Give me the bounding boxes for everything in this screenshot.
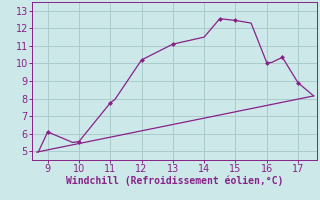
X-axis label: Windchill (Refroidissement éolien,°C): Windchill (Refroidissement éolien,°C) (66, 176, 283, 186)
